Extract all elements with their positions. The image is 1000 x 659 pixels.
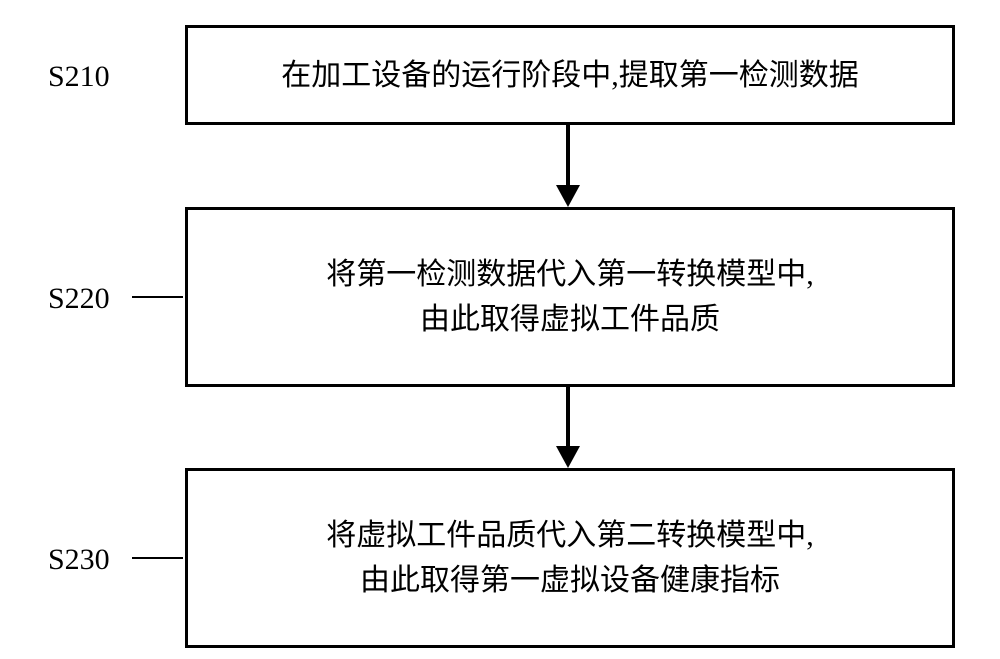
arrow-head-0 [556, 185, 580, 207]
step-label-s230: S230 [48, 543, 110, 577]
flow-node-text-s220-0: 将第一检测数据代入第一转换模型中, [326, 252, 814, 297]
flow-node-s230: 将虚拟工件品质代入第二转换模型中,由此取得第一虚拟设备健康指标 [185, 468, 955, 648]
flowchart: S210 在加工设备的运行阶段中,提取第一检测数据 S220 将第一检测数据代入第一转… [0, 0, 1000, 659]
flow-node-s210: 在加工设备的运行阶段中,提取第一检测数据 [185, 25, 955, 125]
arrow-head-1 [556, 446, 580, 468]
step-label-s220: S220 [48, 282, 110, 316]
step-label-s210: S210 [48, 60, 110, 94]
flow-node-text-s230-0: 将虚拟工件品质代入第二转换模型中, [326, 513, 814, 558]
label-connector-s220 [132, 296, 183, 298]
flow-node-text-s210-0: 在加工设备的运行阶段中,提取第一检测数据 [281, 53, 859, 98]
label-connector-s230 [132, 557, 183, 559]
flow-node-s220: 将第一检测数据代入第一转换模型中,由此取得虚拟工件品质 [185, 207, 955, 387]
arrow-line-0 [566, 125, 570, 185]
flow-node-text-s230-1: 由此取得第一虚拟设备健康指标 [360, 558, 780, 603]
flow-node-text-s220-1: 由此取得虚拟工件品质 [420, 297, 720, 342]
arrow-line-1 [566, 387, 570, 446]
